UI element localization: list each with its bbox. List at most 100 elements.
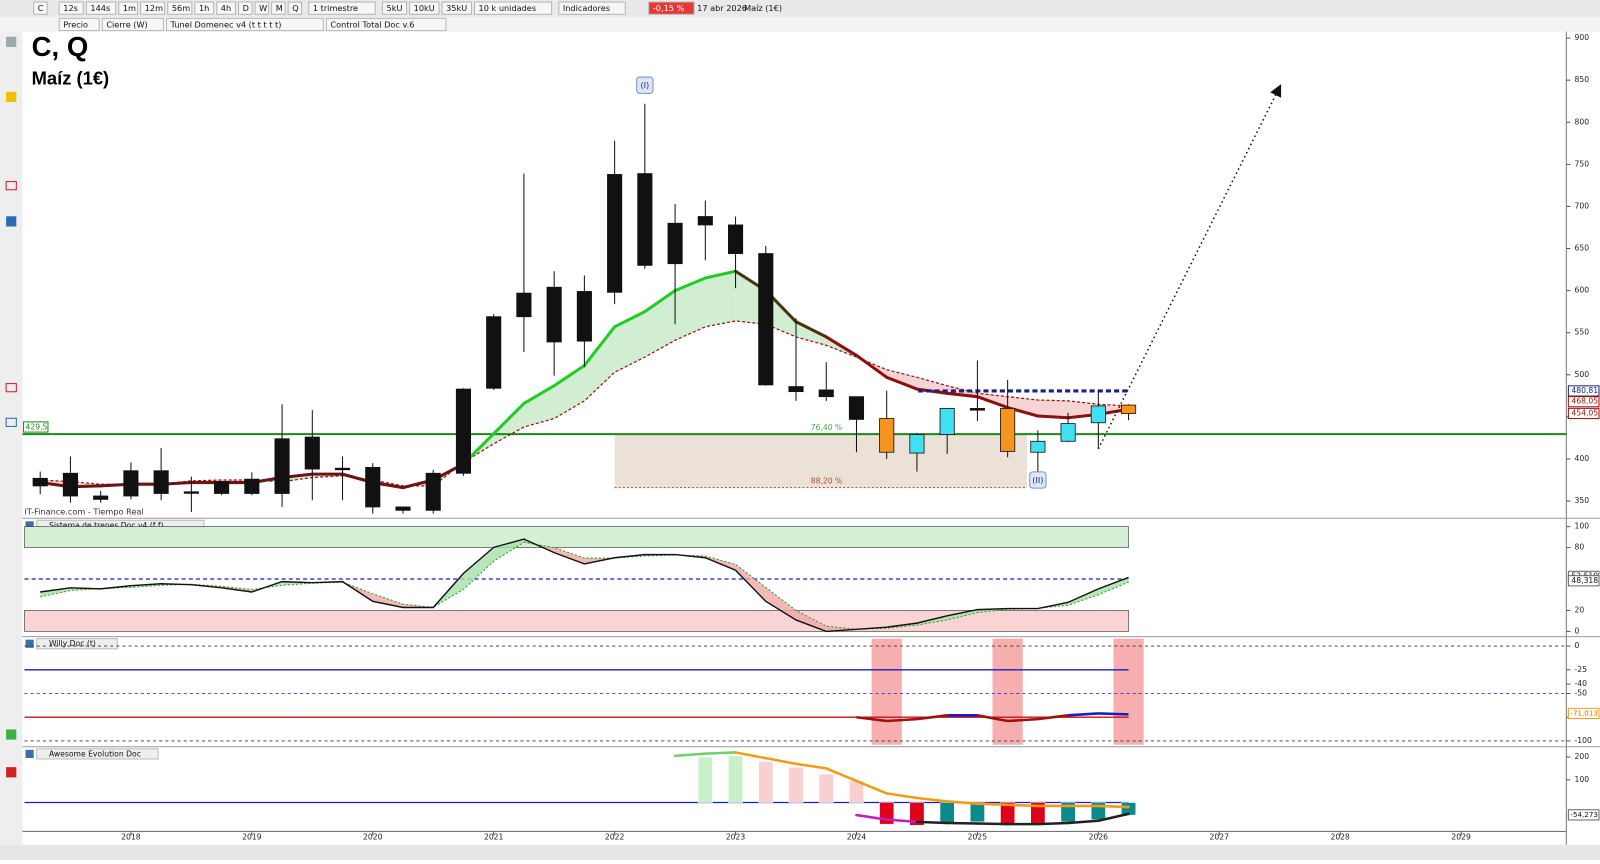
toolbar-button-label: Indicadores [563,3,610,13]
candle-body [63,473,77,496]
y-tick-label: 750 [1574,159,1589,168]
fib-level-label: 88,20 % [811,476,843,485]
toolbar-button-label: 1 trimestre [313,3,358,13]
x-tick-label: 2022 [605,833,625,842]
candle-body [94,496,108,499]
candle-body [517,293,531,317]
candle-body [910,435,924,454]
histogram-bar [970,803,984,822]
candle-body [668,223,682,263]
toolbar-button-label: 5kU [387,3,403,13]
histogram-bar [819,774,833,802]
panel-title: Awesome Evolution Doc [49,749,141,758]
tool-icon[interactable] [6,767,16,777]
value-label: 48,318 [1571,576,1598,585]
toolbar-button-label: Tunel Domenec v4 (t t t t t) [170,19,282,29]
chart-title: C, Q [32,31,89,62]
histogram-bar [698,757,712,803]
y-tick-label: 100 [1574,775,1589,784]
candle-body [487,317,501,389]
candle-body [1061,424,1075,442]
candle-body [426,473,440,510]
tool-icon[interactable] [6,92,16,102]
candle-body [184,492,198,494]
candle-body [607,174,621,292]
value-label: -71,013 [1570,708,1598,717]
candle-body [1091,406,1105,423]
panel-close[interactable] [26,750,34,758]
data-source: IT-Finance.com - Tiempo Real [24,507,143,517]
candle-body [1000,408,1014,451]
x-tick-label: 2024 [847,833,867,842]
toolbar-button-label: W [259,3,267,13]
toolbar-button-label: 4h [221,3,231,13]
candle-body [124,471,138,496]
toolbar-button-label: 10 k unidades [479,3,537,13]
tool-icon[interactable] [6,216,16,226]
price-label: 480,81 [1571,386,1598,395]
y-tick-label: 800 [1574,117,1589,126]
y-tick-label: 20 [1574,605,1584,614]
y-tick-label: 650 [1574,244,1589,253]
toolbar-button-label: D [243,3,249,13]
price-label: 454,05 [1571,408,1598,417]
toolbar-button-label: Q [292,3,298,13]
x-tick-label: 2027 [1210,833,1230,842]
histogram-bar [728,756,742,803]
toolbar-button-label: M [276,3,283,13]
candle-body [245,479,259,493]
candle-body [33,478,47,486]
candle-body [789,387,803,392]
y-tick-label: 200 [1574,752,1589,761]
panel-close[interactable] [26,640,34,648]
toolbar-button-label: 10kU [414,3,435,13]
histogram-bar [789,767,803,802]
x-tick-label: 2023 [726,833,746,842]
x-tick-label: 2021 [484,833,504,842]
toolbar-button-label: 12s [63,3,78,13]
price-label: 468,05 [1571,397,1598,406]
wave-label: (II) [1032,475,1043,485]
chart-subtitle: Maíz (1€) [32,67,110,88]
candle-body [577,291,591,341]
y-tick-label: -25 [1574,665,1587,674]
candle-body [456,389,470,473]
panel-title: Willy Doc (t) [49,639,96,648]
candle-body [970,408,984,410]
histogram-bar [759,762,773,803]
x-tick-label: 2018 [121,833,141,842]
y-tick-label: 100 [1574,522,1589,531]
line-segment [1098,806,1128,807]
candle-body [214,482,228,494]
candle-body [849,397,863,420]
line-segment [705,752,735,753]
signal-zone [872,639,902,745]
candle-body [880,419,894,453]
y-tick-label: -50 [1574,688,1587,697]
tool-icon[interactable] [6,729,16,739]
y-tick-label: 850 [1574,75,1589,84]
candle-body [275,439,289,494]
candle-body [1031,441,1045,452]
signal-segment [977,823,1007,824]
wave-label: (I) [640,80,649,90]
histogram-bar [940,803,954,823]
tool-icon[interactable] [6,37,16,47]
candle-body [698,217,712,225]
y-tick-label: 900 [1574,33,1589,42]
y-tick-label: -100 [1574,736,1591,745]
x-tick-label: 2019 [242,833,262,842]
toolbar-button-label: Control Total Doc v.6 [330,19,414,29]
candle-body [335,468,349,470]
fib-level-label: 76,40 % [811,423,843,432]
y-tick-label: 500 [1574,370,1589,379]
value-label: -54,273 [1570,810,1598,819]
toolbar-button-label: Precio [63,19,88,29]
toolbar-button-label: 12m [145,3,163,13]
candle-body [638,174,652,266]
line-segment [1008,805,1038,806]
y-tick-label: -40 [1574,679,1587,688]
